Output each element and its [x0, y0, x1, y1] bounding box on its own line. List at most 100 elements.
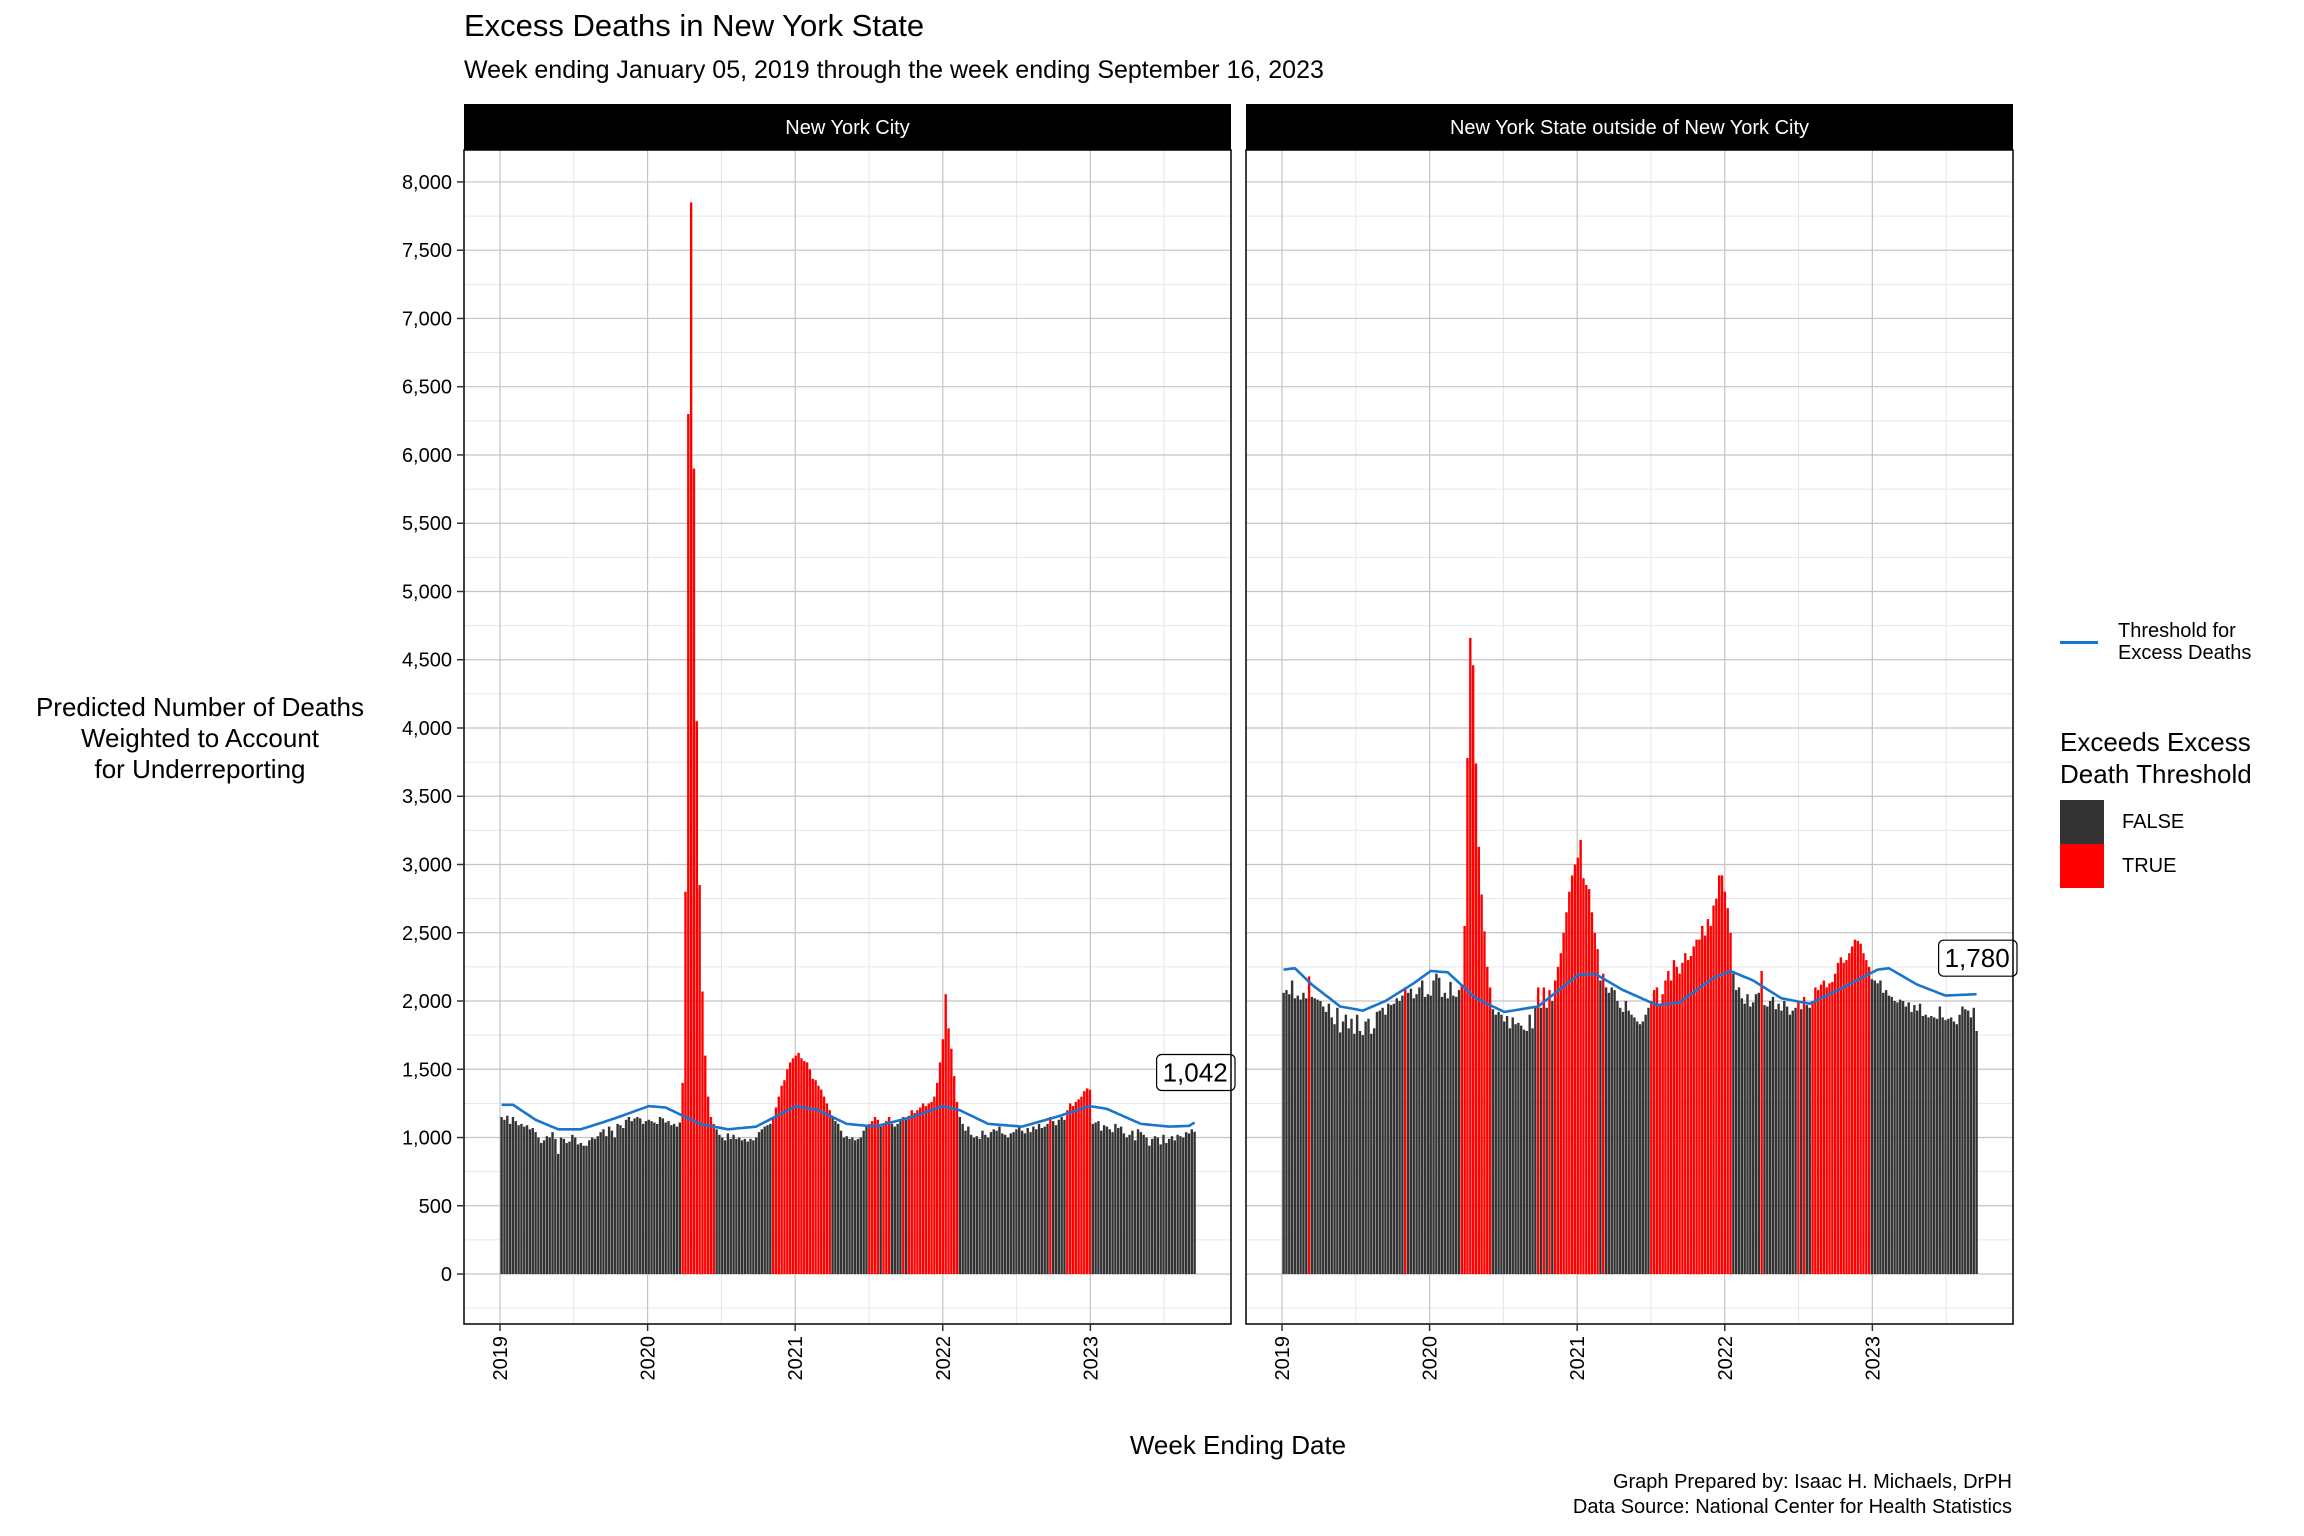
bar	[1879, 980, 1882, 1274]
bar-exceeds	[704, 1055, 707, 1274]
caption-prepared-by: Graph Prepared by: Isaac H. Michaels, Dr…	[1612, 1471, 2012, 1493]
bar	[1128, 1134, 1131, 1274]
bar-exceeds	[882, 1123, 885, 1275]
bar	[1316, 999, 1319, 1274]
bar	[1766, 1006, 1769, 1275]
bar-exceeds	[1709, 925, 1712, 1274]
bar	[766, 1125, 769, 1274]
bar-exceeds	[1706, 919, 1710, 1274]
bar	[1443, 992, 1447, 1274]
chart-title: Excess Deaths in New York State	[464, 8, 925, 43]
bar-exceeds	[1678, 973, 1681, 1274]
bar-exceeds	[797, 1052, 800, 1274]
bar-exceeds	[771, 1117, 775, 1274]
bar-exceeds	[1466, 758, 1469, 1274]
bar-exceeds	[800, 1058, 803, 1274]
bar	[1624, 1001, 1628, 1274]
bar-exceeds	[1836, 962, 1840, 1274]
bar-exceeds	[1760, 971, 1763, 1275]
bar	[1955, 1024, 1958, 1274]
bar-exceeds	[1797, 1001, 1800, 1274]
bar	[1401, 995, 1404, 1275]
bar	[675, 1126, 679, 1274]
bar-exceeds	[709, 1117, 713, 1274]
bar-exceeds	[1477, 846, 1480, 1275]
bar-exceeds	[788, 1062, 792, 1274]
bar	[834, 1121, 837, 1274]
bar	[995, 1130, 998, 1274]
bar	[1355, 1014, 1359, 1275]
legend-key-false: FALSE	[2060, 800, 2252, 844]
bar-exceeds	[1585, 885, 1588, 1275]
bar	[545, 1136, 549, 1275]
bar	[1290, 980, 1294, 1274]
bar	[984, 1134, 987, 1274]
bar-exceeds	[1672, 960, 1676, 1275]
bar-exceeds	[955, 1102, 959, 1274]
bar	[1378, 1010, 1381, 1275]
bar	[1313, 998, 1316, 1275]
bar	[1322, 1006, 1325, 1275]
bar-exceeds	[822, 1096, 826, 1275]
bar	[1633, 1017, 1636, 1274]
bar	[1500, 1014, 1503, 1275]
bar	[1505, 1016, 1509, 1274]
y-tick-label: 0	[441, 1264, 452, 1286]
bar	[562, 1138, 566, 1274]
bar	[1350, 1018, 1353, 1275]
bar-exceeds	[1404, 987, 1407, 1275]
bar	[763, 1126, 766, 1274]
bar-exceeds	[1590, 912, 1594, 1275]
bar-exceeds	[1483, 931, 1486, 1274]
bar-exceeds	[1669, 980, 1673, 1274]
bar	[1282, 992, 1285, 1274]
panel-strip-title: New York City	[785, 117, 910, 139]
bar	[1641, 1021, 1645, 1274]
bar-exceeds	[1698, 939, 1701, 1275]
legend-threshold-label: Threshold for Excess Deaths	[2118, 620, 2251, 664]
bar	[517, 1125, 520, 1274]
bar	[1023, 1133, 1027, 1274]
bar	[769, 1123, 772, 1275]
bar	[839, 1130, 843, 1274]
bar	[571, 1134, 574, 1274]
bar	[1545, 1007, 1548, 1274]
bar-exceeds	[1576, 857, 1579, 1275]
bar	[548, 1137, 551, 1274]
bar	[1015, 1129, 1018, 1274]
bar	[1884, 990, 1888, 1274]
bar-exceeds	[695, 721, 698, 1275]
bar	[972, 1137, 976, 1274]
bar	[1457, 990, 1461, 1274]
end-value-label: 1,042	[1163, 1058, 1228, 1088]
bar	[1026, 1128, 1029, 1275]
bar	[958, 1117, 962, 1274]
bar-exceeds	[1825, 987, 1828, 1275]
bar-exceeds	[1839, 957, 1843, 1274]
bar	[1432, 980, 1435, 1274]
bar	[1777, 1003, 1780, 1274]
bar-exceeds	[1828, 983, 1831, 1275]
legend-key-true: TRUE	[2060, 844, 2252, 888]
bar	[534, 1132, 537, 1275]
bar	[1638, 1024, 1642, 1274]
bar	[1429, 995, 1432, 1275]
bar-exceeds	[1695, 939, 1698, 1275]
bar	[1111, 1132, 1114, 1275]
bar	[1539, 1007, 1543, 1274]
x-tick-label: 2020	[638, 1336, 660, 1381]
legend-label-true: TRUE	[2122, 854, 2177, 877]
bar	[602, 1129, 605, 1274]
y-tick-label: 6,500	[402, 377, 452, 399]
bar-exceeds	[1071, 1106, 1075, 1274]
bar	[842, 1137, 846, 1274]
bar	[1785, 1006, 1789, 1275]
bar-exceeds	[1536, 987, 1540, 1275]
bar	[630, 1121, 633, 1274]
bar	[1043, 1126, 1046, 1274]
bar	[1788, 1014, 1792, 1275]
bar	[899, 1121, 902, 1274]
y-tick-label: 5,500	[402, 513, 452, 535]
bar	[754, 1137, 758, 1274]
bar-exceeds	[873, 1117, 877, 1274]
